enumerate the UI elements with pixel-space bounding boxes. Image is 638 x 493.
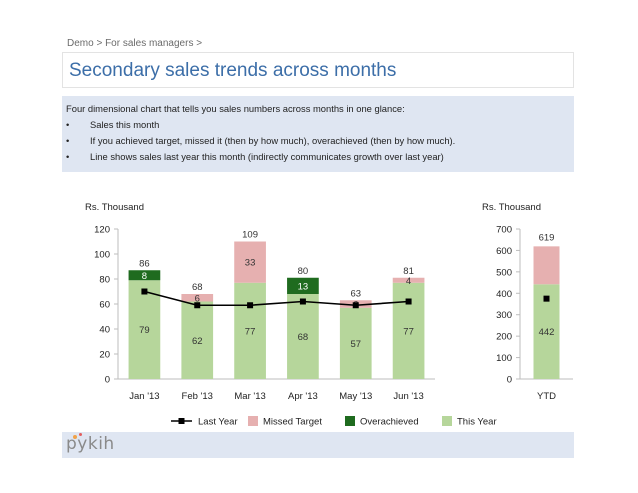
- ytd-bar-missed-target: [533, 246, 560, 285]
- bar-this-year: [287, 294, 319, 379]
- description-box: Four dimensional chart that tells you sa…: [62, 96, 574, 172]
- x-tick-label: Mar '13: [234, 391, 265, 402]
- breadcrumb[interactable]: Demo > For sales managers >: [67, 38, 203, 49]
- y-tick-label: 120: [94, 225, 110, 236]
- missed-target-value-label: 4: [406, 276, 411, 287]
- description-bullet-text: Sales this month: [90, 119, 160, 130]
- bar-this-year: [234, 282, 266, 379]
- ytd-y-axis-title: Rs. Thousand: [482, 202, 541, 213]
- bar-this-year: [128, 280, 161, 379]
- x-tick-label: Feb '13: [182, 391, 213, 402]
- last-year-marker: [194, 302, 201, 309]
- x-tick-label: Jun '13: [393, 391, 423, 402]
- y-tick-label: 60: [99, 300, 110, 311]
- ytd-y-tick-label: 200: [496, 332, 512, 343]
- description-intro: Four dimensional chart that tells you sa…: [66, 103, 405, 114]
- y-tick-label: 20: [99, 350, 110, 361]
- legend-label: This Year: [457, 417, 497, 428]
- legend-this-year-swatch: [442, 416, 452, 426]
- ytd-y-tick-label: 100: [496, 353, 512, 364]
- y-tick-label: 40: [99, 325, 110, 336]
- last-year-marker: [247, 302, 254, 309]
- missed-target-value-label: 6: [195, 293, 200, 304]
- ytd-y-tick-label: 300: [496, 310, 512, 321]
- legend-overachieved-swatch: [345, 416, 355, 426]
- overachieved-value-label: 8: [142, 271, 147, 282]
- description-bullet-text: Line shows sales last year this month (i…: [90, 151, 444, 162]
- last-year-marker: [352, 302, 359, 309]
- page-title: Secondary sales trends across months: [69, 60, 397, 81]
- overachieved-value-label: 13: [298, 281, 309, 292]
- bullet-icon: •: [66, 119, 70, 130]
- this-year-value-label: 77: [403, 326, 414, 337]
- this-year-value-label: 77: [245, 326, 256, 337]
- logo-dot: [73, 435, 77, 439]
- bullet-icon: •: [66, 135, 70, 146]
- x-tick-label: May '13: [339, 391, 372, 402]
- y-tick-label: 100: [94, 250, 110, 261]
- total-value-label: 86: [139, 258, 150, 269]
- legend-last-year-swatch: [178, 418, 185, 424]
- total-value-label: 63: [350, 288, 361, 299]
- description-bullet-text: If you achieved target, missed it (then …: [90, 135, 456, 146]
- bar-overachieved: [287, 277, 319, 294]
- description-bullet: • If you achieved target, missed it (then…: [66, 133, 574, 149]
- pykih-logo[interactable]: pykih: [66, 434, 115, 454]
- legend-label: Last Year: [198, 417, 238, 428]
- total-value-label: 68: [192, 282, 203, 293]
- bar-this-year: [181, 301, 214, 379]
- last-year-marker: [141, 288, 148, 295]
- bar-missed-target: [234, 241, 266, 283]
- bar-this-year: [339, 307, 372, 379]
- last-year-marker: [299, 298, 306, 305]
- ytd-this-year-value-label: 442: [539, 327, 555, 338]
- ytd-total-value-label: 619: [539, 232, 555, 243]
- ytd-y-tick-label: 400: [496, 289, 512, 300]
- last-year-line: [144, 290, 409, 307]
- this-year-value-label: 79: [139, 325, 150, 336]
- ytd-x-tick-label: YTD: [537, 391, 556, 402]
- footer-bar: pykih: [62, 432, 574, 458]
- last-year-marker: [405, 298, 412, 305]
- legend-label: Missed Target: [263, 417, 322, 428]
- y-tick-label: 0: [105, 375, 110, 386]
- missed-target-value-label: 33: [245, 258, 256, 269]
- total-value-label: 80: [298, 266, 309, 277]
- x-tick-label: Apr '13: [288, 391, 318, 402]
- bar-missed-target: [392, 277, 425, 283]
- total-value-label: 109: [242, 230, 258, 241]
- total-value-label: 81: [403, 266, 414, 277]
- x-tick-label: Jan '13: [129, 391, 159, 402]
- this-year-value-label: 57: [350, 339, 361, 350]
- description-bullet: • Line shows sales last year this month (…: [66, 149, 574, 165]
- ytd-last-year-marker: [543, 295, 550, 302]
- ytd-y-tick-label: 0: [507, 375, 512, 386]
- ytd-y-tick-label: 700: [496, 225, 512, 236]
- y-axis-title: Rs. Thousand: [85, 202, 144, 213]
- bar-missed-target: [181, 294, 214, 302]
- legend-label: Overachieved: [360, 417, 419, 428]
- ytd-y-tick-label: 600: [496, 246, 512, 257]
- ytd-y-tick-label: 500: [496, 267, 512, 278]
- this-year-value-label: 62: [192, 336, 203, 347]
- logo-dot: [79, 433, 82, 436]
- title-box: Secondary sales trends across months: [62, 52, 574, 88]
- description-bullet: • Sales this month: [66, 117, 574, 133]
- y-tick-label: 80: [99, 275, 110, 286]
- bar-overachieved: [128, 270, 161, 281]
- bullet-icon: •: [66, 151, 70, 162]
- this-year-value-label: 68: [298, 332, 309, 343]
- legend-missed-target-swatch: [248, 416, 258, 426]
